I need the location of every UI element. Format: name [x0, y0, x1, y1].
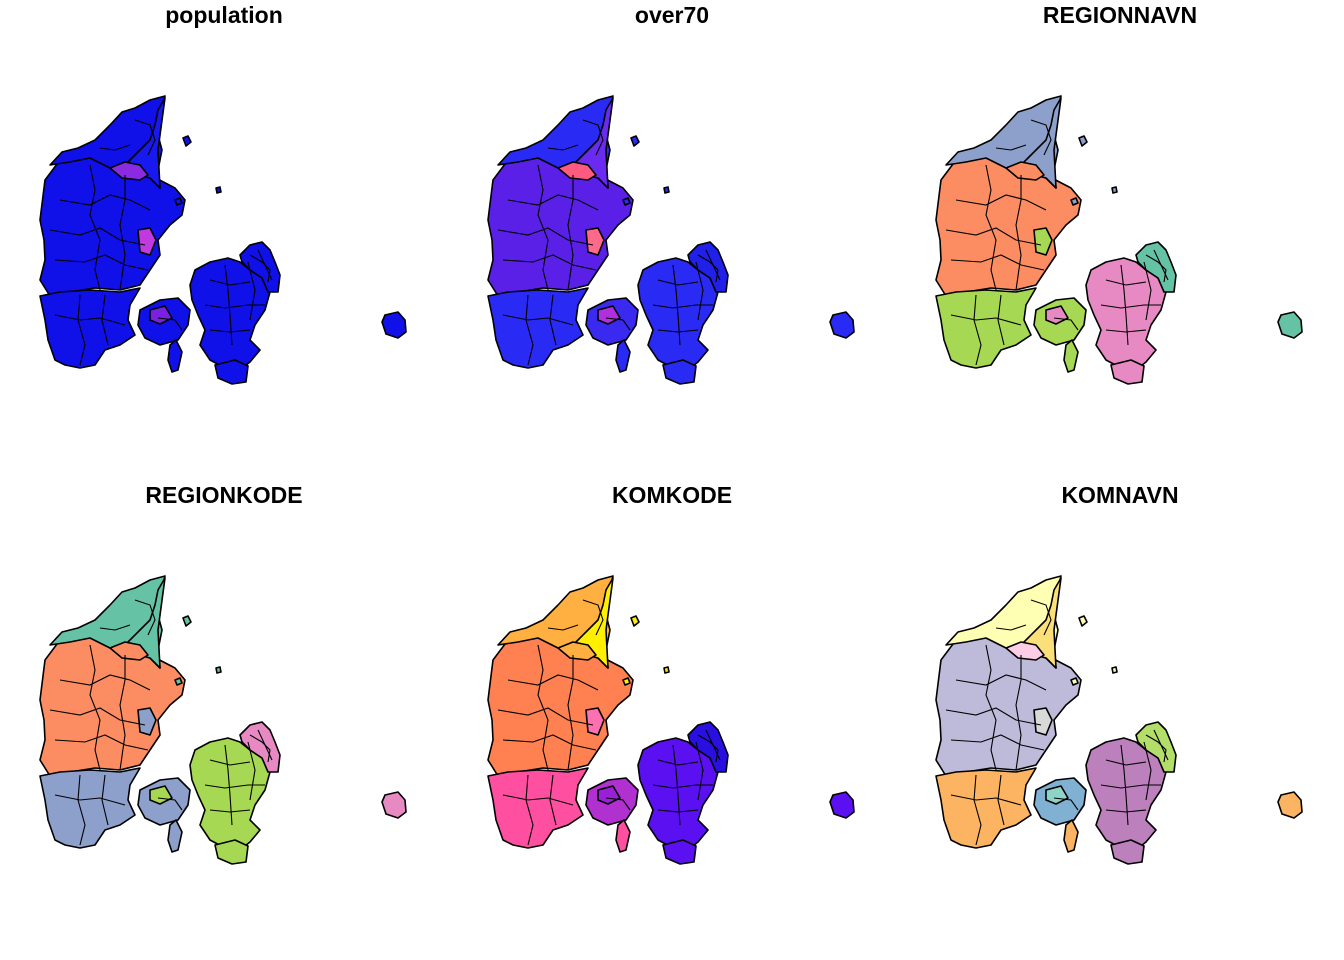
island-samso: [215, 666, 222, 674]
map-panel-population: population: [0, 0, 448, 480]
denmark-map: [935, 575, 1303, 865]
island-laeso: [174, 197, 183, 206]
panel-title: population: [165, 2, 283, 28]
municipality-borders: [497, 599, 721, 846]
map-panel-regionnavn: REGIONNAVN: [896, 0, 1344, 480]
island-als: [167, 819, 183, 853]
region-central-jutland: [487, 149, 634, 297]
panel-title: REGIONNAVN: [1042, 2, 1198, 28]
island-lolland: [662, 359, 697, 385]
island-anholt: [182, 615, 192, 627]
region-capital: [687, 721, 729, 773]
panel-title: KOMNAVN: [1061, 482, 1179, 508]
island-samso: [1111, 186, 1118, 194]
island-lolland: [1110, 839, 1145, 865]
denmark-map: [935, 95, 1303, 385]
municipality-aalborg: [109, 641, 149, 661]
region-central-jutland: [935, 629, 1082, 777]
island-anholt: [630, 135, 640, 147]
island-als: [615, 819, 631, 853]
region-capital: [1135, 721, 1177, 773]
island-anholt: [1078, 615, 1088, 627]
island-laeso: [1070, 677, 1079, 686]
island-bornholm: [829, 791, 855, 819]
region-south-jutland: [39, 767, 141, 849]
region-central-jutland: [39, 149, 186, 297]
denmark-map: [487, 95, 855, 385]
region-south-jutland: [487, 287, 589, 369]
panel-title: REGIONKODE: [145, 482, 303, 508]
island-bornholm: [1277, 791, 1303, 819]
municipality-aalborg: [1005, 641, 1045, 661]
map-panel-over70: over70: [448, 0, 896, 480]
island-anholt: [630, 615, 640, 627]
island-laeso: [622, 677, 631, 686]
municipality-aarhus: [585, 227, 605, 256]
municipality-aarhus: [1033, 227, 1053, 256]
municipality-aalborg: [557, 641, 597, 661]
island-bornholm: [381, 311, 407, 339]
island-lolland: [214, 359, 249, 385]
denmark-map: [39, 575, 407, 865]
municipality-aarhus: [585, 707, 605, 736]
island-als: [615, 339, 631, 373]
denmark-map: [39, 95, 407, 385]
island-laeso: [1070, 197, 1079, 206]
municipality-aalborg: [1005, 161, 1045, 181]
region-capital: [687, 241, 729, 293]
municipality-aalborg: [557, 161, 597, 181]
municipality-borders: [497, 119, 721, 366]
island-lolland: [1110, 359, 1145, 385]
municipality-aarhus: [137, 227, 157, 256]
map-panel-komnavn: KOMNAVN: [896, 480, 1344, 960]
island-als: [167, 339, 183, 373]
island-bornholm: [829, 311, 855, 339]
municipality-borders: [945, 599, 1169, 846]
panel-title: KOMKODE: [611, 482, 733, 508]
island-laeso: [622, 197, 631, 206]
map-panel-regionkode: REGIONKODE: [0, 480, 448, 960]
island-anholt: [182, 135, 192, 147]
island-lolland: [214, 839, 249, 865]
panel-title: over70: [634, 2, 710, 28]
island-als: [1063, 819, 1079, 853]
region-capital: [1135, 241, 1177, 293]
island-laeso: [174, 677, 183, 686]
municipality-borders: [49, 599, 273, 846]
map-panel-komkode: KOMKODE: [448, 480, 896, 960]
municipality-aarhus: [1033, 707, 1053, 736]
municipality-borders: [49, 119, 273, 366]
municipality-aarhus: [137, 707, 157, 736]
island-als: [1063, 339, 1079, 373]
island-samso: [663, 186, 670, 194]
denmark-map: [487, 575, 855, 865]
region-south-jutland: [935, 287, 1037, 369]
region-south-jutland: [39, 287, 141, 369]
region-central-jutland: [487, 629, 634, 777]
region-south-jutland: [487, 767, 589, 849]
municipality-borders: [945, 119, 1169, 366]
island-anholt: [1078, 135, 1088, 147]
island-bornholm: [381, 791, 407, 819]
island-lolland: [662, 839, 697, 865]
municipality-aalborg: [109, 161, 149, 181]
region-capital: [239, 721, 281, 773]
island-samso: [663, 666, 670, 674]
island-samso: [1111, 666, 1118, 674]
region-central-jutland: [935, 149, 1082, 297]
region-capital: [239, 241, 281, 293]
region-south-jutland: [935, 767, 1037, 849]
region-central-jutland: [39, 629, 186, 777]
island-samso: [215, 186, 222, 194]
island-bornholm: [1277, 311, 1303, 339]
